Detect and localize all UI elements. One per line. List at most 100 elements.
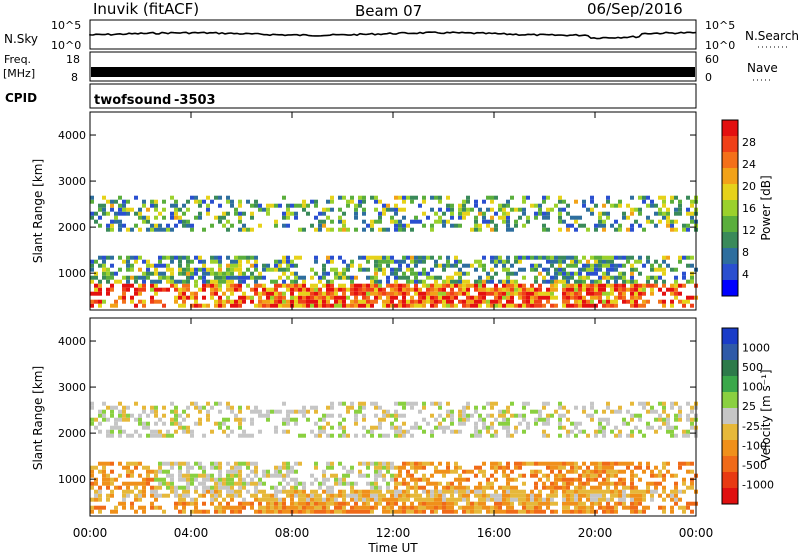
velocity-cell: [218, 473, 222, 478]
velocity-cell: [506, 489, 510, 494]
velocity-cell: [242, 433, 246, 438]
velocity-cell: [358, 497, 362, 502]
velocity-cell: [358, 461, 362, 466]
power-cell: [414, 219, 418, 224]
velocity-cell: [426, 481, 430, 486]
velocity-cell: [150, 489, 154, 494]
velocity-cell: [398, 505, 402, 510]
velocity-cell: [686, 505, 690, 510]
power-cell: [674, 219, 678, 224]
velocity-cell: [614, 509, 618, 514]
velocity-cell: [618, 481, 622, 486]
power-cell: [266, 303, 270, 308]
velocity-cell: [538, 493, 542, 498]
power-cell: [678, 203, 682, 208]
power-cell: [422, 279, 426, 284]
velocity-cell: [634, 497, 638, 502]
velocity-cell: [486, 413, 490, 418]
velocity-cell: [162, 477, 166, 482]
velocity-cell: [582, 409, 586, 414]
power-cell: [490, 279, 494, 284]
velocity-cell: [314, 477, 318, 482]
power-cell: [98, 223, 102, 228]
velocity-cell: [482, 493, 486, 498]
velocity-cell: [650, 469, 654, 474]
cpid-id: -3503: [174, 93, 216, 108]
power-cell: [286, 259, 290, 264]
velocity-cell: [286, 473, 290, 478]
velocity-cell: [198, 461, 202, 466]
velocity-cell: [546, 413, 550, 418]
velocity-cell: [226, 473, 230, 478]
velocity-cell: [586, 505, 590, 510]
power-cell: [454, 283, 458, 288]
power-cell: [646, 299, 650, 304]
velocity-cell: [198, 405, 202, 410]
velocity-cell: [422, 509, 426, 514]
velocity-cell: [114, 421, 118, 426]
velocity-cell: [370, 481, 374, 486]
velocity-cell: [130, 481, 134, 486]
power-cell: [430, 207, 434, 212]
power-cell: [334, 275, 338, 280]
power-cell: [578, 291, 582, 296]
power-cell: [498, 291, 502, 296]
velocity-cell: [682, 505, 686, 510]
velocity-cell: [290, 409, 294, 414]
power-cell: [598, 259, 602, 264]
velocity-cell: [410, 505, 414, 510]
velocity-cell: [622, 461, 626, 466]
power-cell: [514, 271, 518, 276]
power-cell: [514, 283, 518, 288]
velocity-cell: [354, 501, 358, 506]
velocity-cell: [206, 401, 210, 406]
velocity-cell: [690, 509, 694, 514]
power-cell: [594, 227, 598, 232]
power-cell: [418, 295, 422, 300]
velocity-cell: [218, 465, 222, 470]
power-cell: [510, 295, 514, 300]
velocity-cell: [138, 433, 142, 438]
power-cell: [358, 263, 362, 268]
velocity-cell: [446, 505, 450, 510]
velocity-cell: [422, 485, 426, 490]
velocity-cell: [106, 461, 110, 466]
velocity-cell: [578, 485, 582, 490]
velocity-cell: [350, 469, 354, 474]
power-cell: [386, 295, 390, 300]
velocity-cell: [282, 417, 286, 422]
velocity-cell: [318, 425, 322, 430]
power-cell: [226, 279, 230, 284]
power-cell: [686, 223, 690, 228]
x-tick-label: 00:00: [679, 526, 714, 540]
velocity-cell: [586, 413, 590, 418]
power-cell: [170, 271, 174, 276]
power-cell: [530, 283, 534, 288]
power-cell: [462, 203, 466, 208]
velocity-cell: [458, 481, 462, 486]
power-cell: [434, 219, 438, 224]
power-cell: [238, 299, 242, 304]
power-cell: [282, 215, 286, 220]
velocity-cell: [566, 485, 570, 490]
velocity-cell: [602, 409, 606, 414]
power-cell: [610, 283, 614, 288]
power-cell: [574, 299, 578, 304]
velocity-cell: [634, 485, 638, 490]
velocity-cell: [406, 493, 410, 498]
power-cell: [462, 215, 466, 220]
velocity-colorbar-tick: -25: [742, 420, 760, 433]
power-cell: [618, 223, 622, 228]
velocity-cell: [526, 497, 530, 502]
velocity-cell: [90, 473, 94, 478]
power-cell: [282, 271, 286, 276]
power-cell: [318, 219, 322, 224]
power-cell: [594, 271, 598, 276]
power-cell: [346, 287, 350, 292]
velocity-cell: [370, 489, 374, 494]
velocity-cell: [350, 509, 354, 514]
power-cell: [406, 267, 410, 272]
power-cell: [450, 215, 454, 220]
velocity-cell: [182, 493, 186, 498]
velocity-cell: [446, 461, 450, 466]
